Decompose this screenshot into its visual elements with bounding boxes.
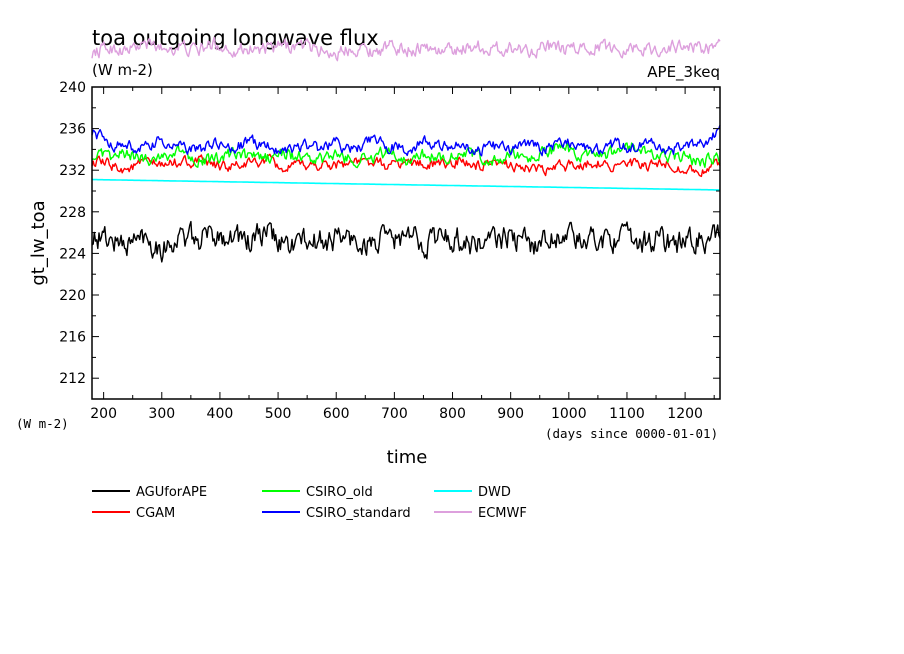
chart-subtitle: (W m-2) — [92, 61, 153, 79]
legend: AGUforAPE CGAM CSIRO_old CSIRO_standard DWD E… — [92, 485, 527, 521]
y-tick-label: 220 — [59, 288, 86, 304]
x-tick-label: 300 — [148, 406, 175, 422]
series-line-DWD — [92, 178, 721, 191]
x-axis-label: time — [387, 447, 428, 468]
x-tick-label: 1100 — [609, 406, 645, 422]
series-line-CSIRO_standard — [91, 124, 721, 157]
x-tick-label: 200 — [90, 406, 117, 422]
series-line-AGUforAPE — [91, 220, 721, 263]
x-tick-label: 400 — [207, 406, 234, 422]
y-tick-label: 224 — [59, 246, 86, 262]
x-tick-label: 600 — [323, 406, 350, 422]
series-lines — [91, 36, 721, 263]
series-line-CGAM — [91, 153, 721, 178]
legend-label: ECMWF — [478, 506, 527, 521]
legend-label: DWD — [478, 485, 511, 500]
legend-label: CSIRO_old — [306, 485, 373, 500]
legend-label: CGAM — [136, 506, 175, 521]
series-line-ECMWF — [91, 36, 721, 62]
x-tick-label: 1000 — [551, 406, 587, 422]
x-units: (days since 0000-01-01) — [545, 426, 718, 441]
y-tick-label: 232 — [59, 163, 86, 179]
legend-label: AGUforAPE — [136, 485, 207, 500]
x-ticks: 200 300 400 500 600 700 800 900 1000 1100 1200 — [90, 87, 715, 422]
plot-frame — [91, 86, 721, 400]
x-tick-label: 700 — [381, 406, 408, 422]
y-tick-label: 228 — [59, 205, 86, 221]
y-tick-label: 240 — [59, 80, 86, 96]
y-ticks: 212 216 220 224 228 232 236 240 — [59, 80, 720, 400]
y-tick-label: 216 — [59, 330, 86, 346]
y-units: (W m-2) — [16, 416, 69, 431]
y-tick-label: 236 — [59, 122, 86, 138]
x-tick-label: 900 — [497, 406, 524, 422]
experiment-label: APE_3keq — [647, 63, 720, 82]
series-line-CSIRO_old — [91, 142, 721, 169]
legend-label: CSIRO_standard — [306, 506, 411, 521]
x-tick-label: 500 — [265, 406, 292, 422]
y-tick-label: 212 — [59, 371, 86, 387]
y-axis-label: gt_lw_toa — [28, 200, 49, 285]
x-tick-label: 1200 — [667, 406, 703, 422]
x-tick-label: 800 — [439, 406, 466, 422]
